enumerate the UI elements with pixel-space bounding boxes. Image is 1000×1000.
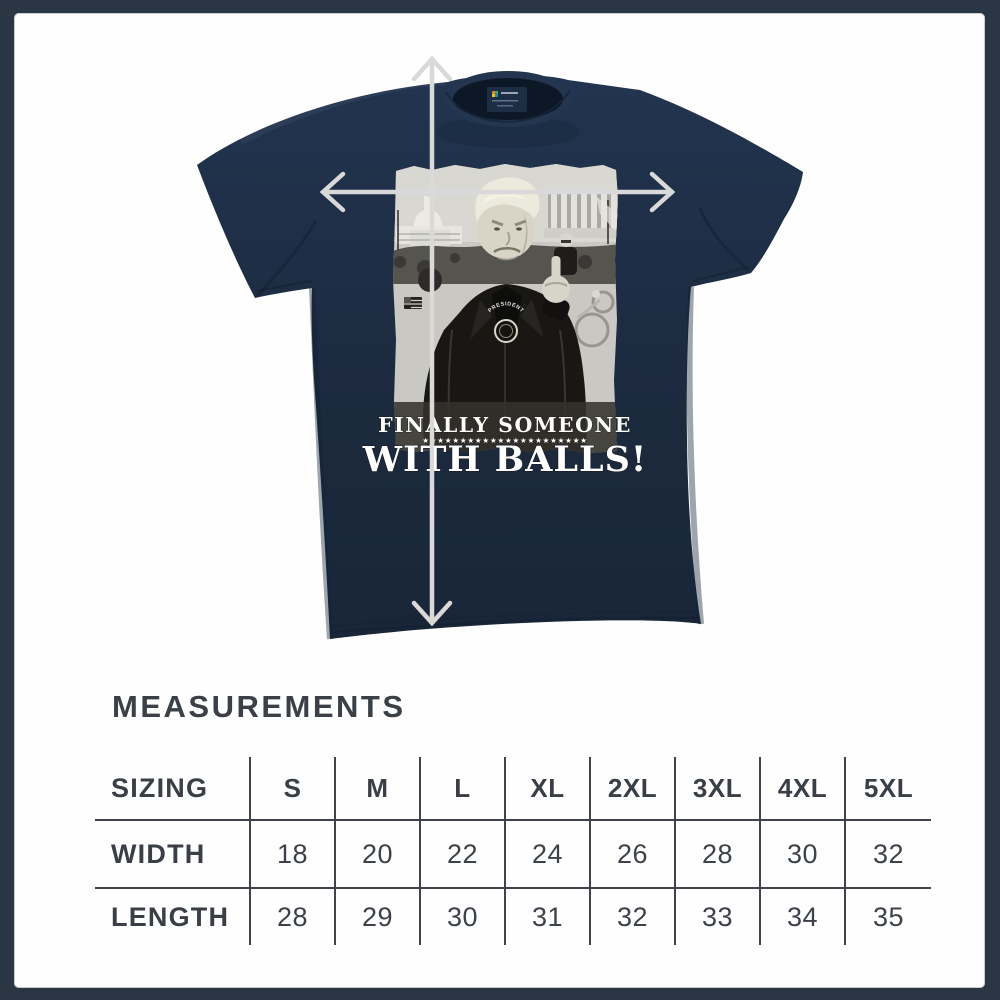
table-header-m: M: [336, 757, 421, 821]
length-l: 30: [421, 889, 506, 945]
length-3xl: 33: [676, 889, 761, 945]
length-4xl: 34: [761, 889, 846, 945]
table-header-2xl: 2XL: [591, 757, 676, 821]
table-header-3xl: 3XL: [676, 757, 761, 821]
width-l: 22: [421, 821, 506, 889]
table-header-s: S: [251, 757, 336, 821]
length-xl: 31: [506, 889, 591, 945]
length-m: 29: [336, 889, 421, 945]
width-s: 18: [251, 821, 336, 889]
width-3xl: 28: [676, 821, 761, 889]
width-2xl: 26: [591, 821, 676, 889]
table-header-4xl: 4XL: [761, 757, 846, 821]
table-header-sizing: SIZING: [95, 757, 251, 821]
width-row-label: WIDTH: [95, 821, 251, 889]
width-4xl: 30: [761, 821, 846, 889]
table-header-5xl: 5XL: [846, 757, 931, 821]
size-table: SIZING S M L XL 2XL 3XL 4XL 5XL WIDTH 18…: [95, 757, 931, 945]
width-m: 20: [336, 821, 421, 889]
length-s: 28: [251, 889, 336, 945]
length-2xl: 32: [591, 889, 676, 945]
section-title: MEASUREMENTS: [112, 689, 406, 724]
width-5xl: 32: [846, 821, 931, 889]
table-header-l: L: [421, 757, 506, 821]
length-5xl: 35: [872, 901, 905, 932]
table-header-xl: XL: [506, 757, 591, 821]
width-xl: 24: [506, 821, 591, 889]
length-row-label: LENGTH: [95, 889, 251, 945]
